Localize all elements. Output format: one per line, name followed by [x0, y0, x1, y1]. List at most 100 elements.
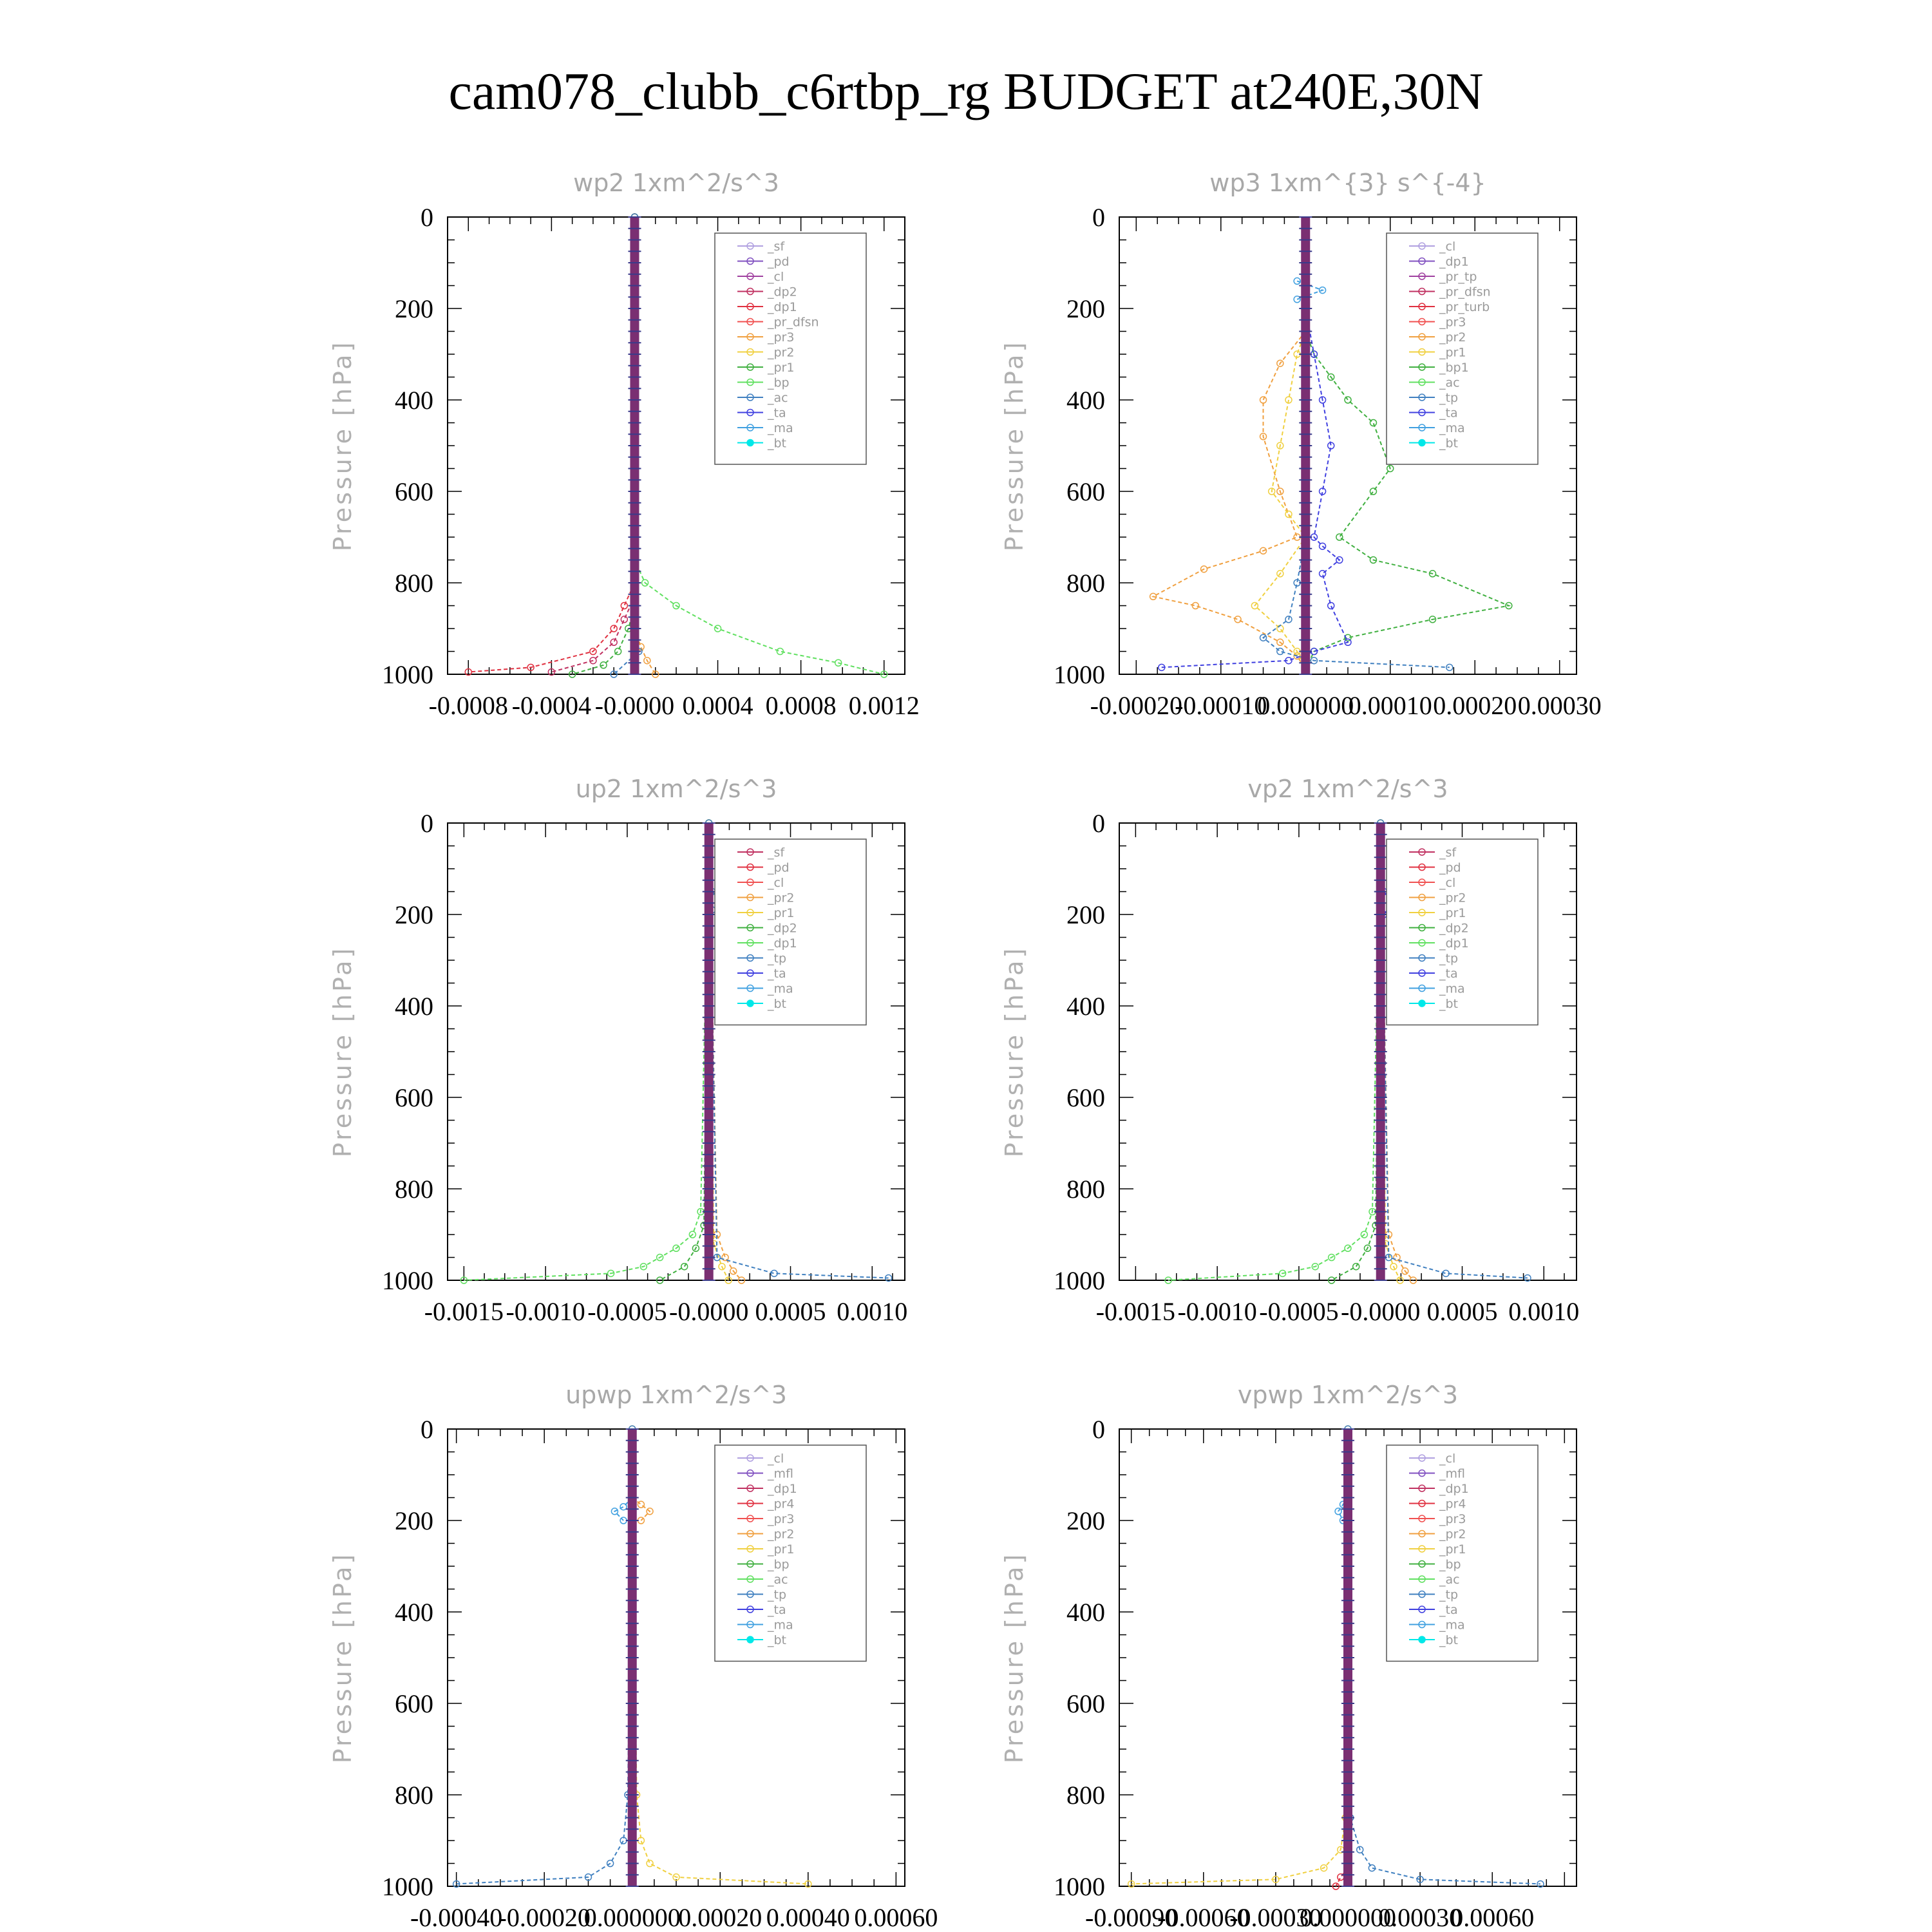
series-point: [1356, 1846, 1364, 1853]
series-point: [804, 1880, 812, 1888]
series-point: [1276, 570, 1284, 578]
legend-marker: [746, 1620, 754, 1629]
legend-marker: [1418, 303, 1426, 310]
x-tick-label: 0.0010: [837, 1297, 907, 1326]
y-tick-label: 0: [421, 203, 433, 232]
y-tick-label: 0: [1092, 1415, 1105, 1444]
legend-box: [714, 838, 867, 1026]
legend-label: _bt: [767, 437, 786, 451]
series-point: [1259, 396, 1267, 404]
x-tick-label: 0.0008: [766, 691, 837, 720]
y-tick-label: 0: [1092, 203, 1105, 232]
legend-label: _ma: [767, 982, 793, 996]
series-point: [884, 1274, 893, 1282]
series-point: [1234, 616, 1242, 623]
x-tick-label: 0.00030: [1378, 1903, 1462, 1932]
legend-marker: [746, 1590, 754, 1598]
legend: _sf_pd_cl_dp2_dp1 _pr_dfsn_pr3_pr2_pr1_bp…: [714, 232, 867, 465]
series-line: [468, 217, 636, 673]
legend-marker: [1418, 969, 1426, 977]
series-line: [464, 822, 710, 1281]
y-tick-label: 0: [421, 809, 433, 838]
legend-label: _bp1: [1439, 361, 1469, 375]
series-line: [708, 822, 889, 1279]
legend-marker: [746, 939, 754, 947]
legend-label: _pr4: [1439, 1497, 1466, 1511]
series-point: [600, 661, 607, 669]
series-point: [672, 1244, 680, 1253]
series-line: [634, 217, 884, 675]
legend-label: _pr1: [767, 906, 794, 920]
series-point: [770, 1269, 778, 1278]
legend-marker: [746, 287, 754, 296]
series-point: [637, 1517, 645, 1524]
y-tick-label: 600: [1066, 477, 1105, 506]
series-point: [1267, 488, 1276, 495]
y-tick-label: 400: [395, 992, 433, 1021]
series-line: [1379, 822, 1528, 1279]
series-line: [613, 1497, 633, 1521]
x-tick-label: -0.0000: [669, 1297, 748, 1326]
legend-marker: [1418, 1545, 1426, 1553]
legend-marker: [1418, 439, 1426, 447]
legend-label: _dp2: [767, 285, 797, 299]
legend-label: _ta: [767, 1603, 786, 1617]
panel-6: vpwp 1xm^2/s^3 Pressure [hPa] 0 200 400 600 80…: [1000, 1381, 1577, 1932]
panel-3: up2 1xm^2/s^3 Pressure [hPa] 0 200 400 600 800…: [328, 775, 907, 1326]
series-point: [1157, 663, 1166, 672]
legend-label: _cl: [1439, 240, 1455, 254]
legend-marker: [746, 393, 754, 401]
series-point: [584, 1873, 592, 1881]
legend-label: _bt: [1439, 437, 1458, 451]
legend-box: [1386, 232, 1539, 465]
legend-marker: [746, 878, 754, 886]
legend-marker: [1418, 348, 1426, 356]
series-point: [620, 601, 629, 610]
x-tick-label: 0.0005: [755, 1297, 826, 1326]
series-point: [1276, 488, 1284, 495]
legend-marker: [746, 863, 754, 871]
legend-marker: [746, 1560, 754, 1568]
x-tick-label: 0.00060: [854, 1903, 938, 1932]
x-tick-label: 0.00010: [1349, 691, 1432, 720]
series-point: [688, 1231, 697, 1238]
y-tick-label: 600: [395, 477, 433, 506]
series-point: [1127, 1880, 1135, 1888]
legend-label: _dp1: [767, 1482, 797, 1496]
x-tick-label: -0.00090: [1085, 1903, 1177, 1932]
series-line: [572, 217, 636, 675]
legend-marker: [746, 408, 754, 417]
legend-marker: [746, 1499, 754, 1508]
y-tick-label: 600: [1066, 1689, 1105, 1718]
legend-label: _dp2: [767, 922, 797, 936]
x-tick-label: -0.0008: [429, 691, 508, 720]
y-axis-label: Pressure [hPa]: [328, 340, 357, 552]
x-tick-label: 0.0004: [683, 691, 753, 720]
x-tick-label: 0.000000: [1300, 1903, 1396, 1932]
series-point: [776, 647, 784, 656]
legend-label: _pr1: [767, 1542, 794, 1557]
series-point: [1327, 1253, 1336, 1262]
x-tick-label: 0.00040: [766, 1903, 850, 1932]
legend: _sf_pd_cl_pr2_pr1 _dp2_dp1_tp_ta_ma_bt: [1386, 838, 1539, 1026]
legend-marker: [746, 1545, 754, 1553]
x-tick-label: -0.0004: [512, 691, 591, 720]
legend-marker: [1418, 909, 1426, 916]
legend-label: _sf: [767, 240, 785, 254]
series-point: [1276, 359, 1284, 367]
x-tick-label: 0.00020: [678, 1903, 762, 1932]
series-point: [1409, 1276, 1417, 1284]
legend-label: _mfl: [1439, 1467, 1465, 1481]
legend-label: _ta: [1439, 1603, 1458, 1617]
legend-label: _pr1: [1439, 1542, 1466, 1557]
series-point: [620, 616, 629, 623]
series-line: [1379, 822, 1401, 1281]
legend-label: _tp: [767, 952, 786, 966]
legend-label: _bt: [1439, 1633, 1458, 1647]
y-tick-label: 800: [395, 1175, 433, 1204]
y-tick-label: 600: [1066, 1083, 1105, 1112]
series-point: [1200, 565, 1208, 573]
y-tick-label: 800: [1066, 1175, 1105, 1204]
series-point: [1293, 277, 1301, 285]
y-tick-label: 400: [1066, 386, 1105, 415]
